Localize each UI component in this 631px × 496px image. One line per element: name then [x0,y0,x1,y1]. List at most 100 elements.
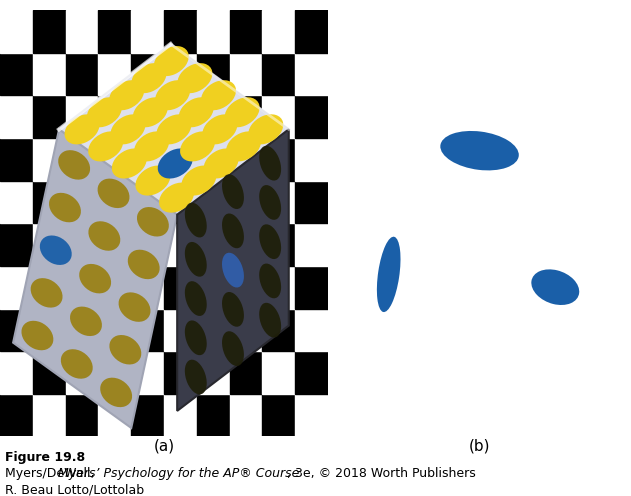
Ellipse shape [180,131,215,162]
Text: Myers’ Psychology for the AP® Course: Myers’ Psychology for the AP® Course [58,467,300,480]
Bar [262,10,295,53]
Bar [197,181,230,223]
Bar [230,351,262,394]
Ellipse shape [259,146,281,181]
Bar [230,138,262,181]
Bar [262,138,295,181]
Bar [131,309,164,351]
Ellipse shape [80,264,111,294]
Bar [262,309,295,351]
Text: (b): (b) [469,439,490,454]
Bar [33,138,66,181]
Ellipse shape [31,278,62,308]
Ellipse shape [136,166,170,195]
Bar [66,266,98,309]
Bar [295,138,328,181]
Ellipse shape [185,360,207,394]
Bar [197,53,230,95]
Bar [0,10,33,53]
Bar [33,95,66,138]
Bar [262,95,295,138]
Ellipse shape [222,292,244,327]
Bar [0,309,33,351]
Bar [295,10,328,53]
Bar [66,10,98,53]
Ellipse shape [204,148,239,179]
Bar [295,95,328,138]
Ellipse shape [58,150,90,180]
Bar [66,351,98,394]
Bar [98,266,131,309]
Bar [98,394,131,436]
Ellipse shape [158,148,192,179]
Ellipse shape [155,80,190,110]
Ellipse shape [177,63,213,93]
Bar [0,266,33,309]
Bar [262,266,295,309]
Bar [230,394,262,436]
Bar [164,394,197,436]
Ellipse shape [109,80,144,110]
Ellipse shape [249,114,283,144]
Bar [98,351,131,394]
Ellipse shape [131,63,167,93]
Bar [131,351,164,394]
Ellipse shape [88,221,121,251]
Text: Myers/DeWall,: Myers/DeWall, [5,467,98,480]
Bar [0,181,33,223]
Bar [33,266,66,309]
Bar [33,181,66,223]
Ellipse shape [40,236,72,265]
Bar [197,394,230,436]
Bar [164,138,197,181]
Ellipse shape [222,331,244,366]
Ellipse shape [156,114,191,144]
Ellipse shape [98,179,129,208]
Bar [0,223,33,266]
Bar [131,53,164,95]
Bar [262,181,295,223]
Ellipse shape [112,148,147,179]
Ellipse shape [119,292,150,322]
Bar [295,351,328,394]
Bar [98,53,131,95]
Bar [0,351,33,394]
Bar [164,266,197,309]
Ellipse shape [64,114,100,144]
Polygon shape [59,44,289,215]
Bar [131,95,164,138]
Bar [262,394,295,436]
Bar [197,10,230,53]
Bar [66,394,98,436]
Bar [0,95,33,138]
Bar [0,138,33,181]
Text: (a): (a) [153,439,175,454]
Bar [230,95,262,138]
Bar [230,266,262,309]
Bar [262,223,295,266]
Ellipse shape [181,166,216,195]
Bar [33,223,66,266]
Ellipse shape [133,97,168,127]
Bar [164,53,197,95]
Ellipse shape [225,97,259,127]
Ellipse shape [259,224,281,259]
Bar [197,223,230,266]
Ellipse shape [21,321,54,350]
Bar [295,394,328,436]
Bar [230,53,262,95]
Bar [33,351,66,394]
Ellipse shape [70,307,102,336]
Ellipse shape [100,377,132,407]
Bar [230,309,262,351]
Bar [197,351,230,394]
Bar [164,309,197,351]
Bar [164,95,197,138]
Bar [131,223,164,266]
Bar [131,266,164,309]
Ellipse shape [88,131,123,162]
Bar [164,351,197,394]
Ellipse shape [226,131,261,162]
Ellipse shape [531,269,579,305]
Bar [197,266,230,309]
